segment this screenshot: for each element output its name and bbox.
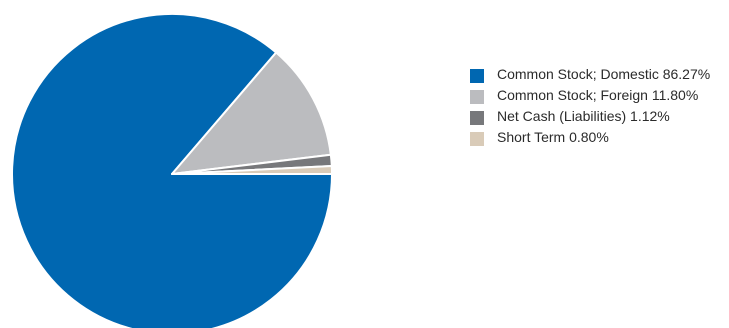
legend-item-2: Common Stock; Foreign 11.80%	[470, 87, 725, 104]
legend-swatch	[470, 69, 484, 83]
legend-label: Net Cash (Liabilities) 1.12%	[497, 108, 670, 124]
legend-label: Short Term 0.80%	[497, 129, 609, 145]
legend-label: Common Stock; Domestic 86.27%	[497, 66, 711, 82]
legend-item-1: Common Stock; Domestic 86.27%	[470, 66, 725, 83]
legend-label: Common Stock; Foreign 11.80%	[497, 87, 699, 103]
legend-swatch	[470, 111, 484, 125]
legend-item-4: Short Term 0.80%	[470, 129, 725, 146]
pie-slice-4	[171, 164, 334, 175]
pie-slices	[11, 13, 334, 328]
pie-slice-2	[171, 51, 332, 175]
legend-swatch	[470, 132, 484, 146]
pie-slice-1	[11, 13, 333, 328]
legend-swatch	[470, 90, 484, 104]
legend: Common Stock; Domestic 86.27% Common Stoc…	[470, 66, 725, 150]
legend-item-3: Net Cash (Liabilities) 1.12%	[470, 108, 725, 125]
